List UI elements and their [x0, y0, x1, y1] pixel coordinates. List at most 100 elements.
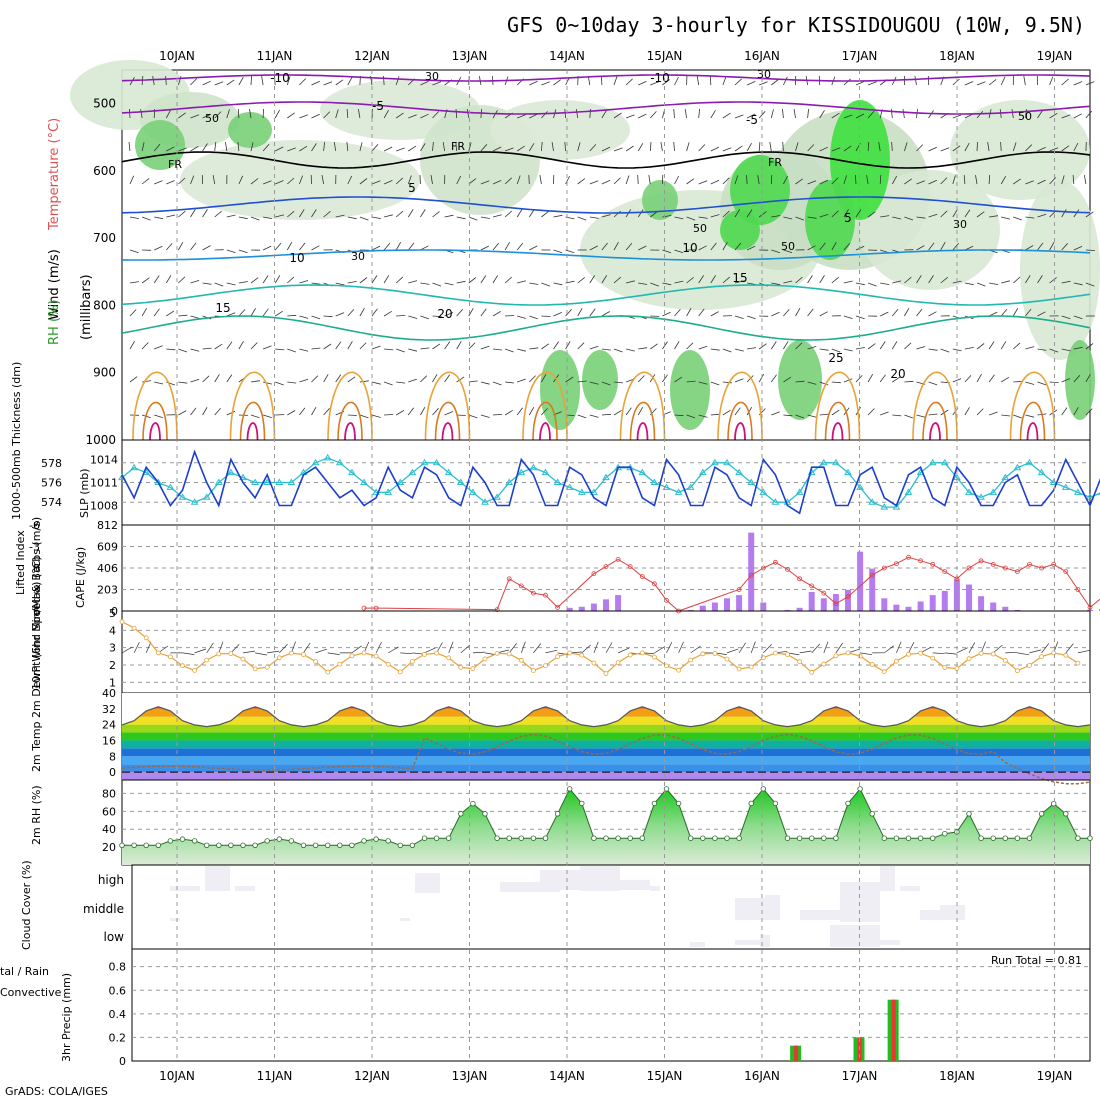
- wind-barb: [783, 249, 793, 253]
- wind-barb: [1061, 243, 1068, 251]
- wind-barb: [1085, 81, 1095, 86]
- wind-barb: [819, 413, 829, 416]
- thickness-point: [590, 488, 598, 495]
- wind-barb: [807, 414, 817, 418]
- wind-barb: [466, 109, 470, 119]
- wind10-point: [821, 661, 827, 667]
- wind-barb: [1049, 242, 1055, 251]
- date-label-bottom: 16JAN: [744, 1069, 780, 1083]
- rh2m-point: [143, 842, 149, 848]
- rh2m-point: [881, 835, 887, 841]
- wind-barb: [299, 114, 308, 119]
- date-label-top: 12JAN: [354, 49, 390, 63]
- wind-barb: [432, 374, 438, 383]
- cape-bar: [748, 532, 755, 611]
- cloud-cell: [415, 873, 440, 893]
- date-label-top: 18JAN: [939, 49, 975, 63]
- wind-barb: [952, 114, 962, 119]
- wind-barb: [504, 242, 510, 251]
- thickness-point: [795, 488, 804, 495]
- wind-barb: [529, 245, 538, 251]
- wind-barb: [589, 144, 597, 152]
- wind-barb: [988, 374, 995, 383]
- cloud-cell: [880, 866, 895, 891]
- wind10-barb: [1005, 651, 1018, 654]
- wind-barb: [553, 214, 563, 218]
- pressure-tick-label: 500: [93, 97, 116, 111]
- rh2m-point: [264, 838, 270, 844]
- wind-barb: [346, 108, 349, 119]
- wind-barb: [892, 280, 902, 284]
- wind-barb: [783, 216, 793, 220]
- cloud-cell: [830, 925, 880, 947]
- wind-barb: [359, 216, 369, 221]
- lifted-index-point: [1051, 562, 1057, 567]
- wind10-barb: [315, 648, 328, 654]
- wind-barb: [637, 143, 644, 152]
- wind-barb: [456, 309, 463, 317]
- wind10-point: [155, 650, 161, 656]
- rh2m-point: [942, 831, 948, 837]
- wind-barb: [480, 381, 490, 385]
- wind-barb: [819, 214, 829, 218]
- temp-contour-25: [717, 371, 763, 441]
- lifted-index-point: [591, 571, 597, 577]
- cape-bar: [845, 589, 851, 611]
- thickness-point: [977, 493, 985, 500]
- thickness-point: [432, 458, 441, 466]
- rh-shading: [642, 180, 678, 220]
- rh2m-point: [494, 835, 500, 841]
- wind10-barb: [508, 643, 517, 654]
- temp-contour-30: [434, 401, 461, 441]
- wind10-point: [627, 652, 633, 658]
- wind-barb: [299, 175, 303, 185]
- wind-barb: [287, 314, 297, 317]
- rh2m-point: [518, 835, 524, 841]
- wind-barb: [1025, 381, 1035, 385]
- wind-barb: [141, 277, 150, 284]
- wind-barb: [371, 414, 381, 418]
- wind10-barb: [860, 652, 873, 656]
- wind-barb: [347, 216, 357, 220]
- wind-barb: [795, 414, 805, 419]
- wind-barb: [1049, 348, 1059, 353]
- wind-barb: [795, 142, 799, 152]
- precip-convective-bar: [891, 999, 896, 1061]
- wind-barb: [1049, 112, 1058, 119]
- wind-barb: [456, 414, 466, 416]
- temp-contour-35: [246, 422, 259, 441]
- rh2m-ylabel: 2m RH (%): [30, 785, 43, 845]
- rh2m-point: [736, 835, 742, 841]
- rh2m-point: [712, 835, 718, 841]
- wind-barb: [831, 147, 841, 152]
- lifted-index-point: [1063, 569, 1069, 574]
- wind-barb: [904, 276, 912, 284]
- thickness-tick-label: 576: [41, 477, 62, 490]
- wind-barb: [275, 180, 284, 185]
- wind-barb: [843, 315, 853, 319]
- wind-barb: [1023, 76, 1026, 86]
- wind-barb: [1000, 141, 1002, 152]
- wind-barb: [371, 144, 379, 152]
- wind-barb: [613, 210, 621, 218]
- thickness-point: [771, 498, 780, 505]
- rh-shading: [540, 350, 580, 430]
- wind10-point: [700, 651, 706, 657]
- wind-barb: [819, 311, 828, 317]
- day-grid: [176, 70, 1055, 1061]
- cape-bar: [711, 602, 718, 611]
- cape-bar: [905, 606, 912, 611]
- wind-barb: [444, 374, 451, 383]
- wind-barb: [674, 76, 679, 86]
- wind-barb: [855, 347, 865, 350]
- temp2m-tick-label: 32: [102, 703, 116, 716]
- wind-barb: [940, 276, 948, 284]
- wind10-point: [906, 651, 911, 657]
- date-labels-bottom: 10JAN 11JAN 12JAN 13JAN 14JAN 15JAN 16JAN 17JAN…: [159, 1069, 1072, 1083]
- rh2m-point: [252, 842, 258, 848]
- temp-contour-15: [121, 284, 1091, 306]
- wind-barb: [250, 342, 258, 350]
- wind-barb: [783, 376, 792, 383]
- cloud-cell: [580, 866, 620, 891]
- lifted-index-point: [833, 601, 839, 607]
